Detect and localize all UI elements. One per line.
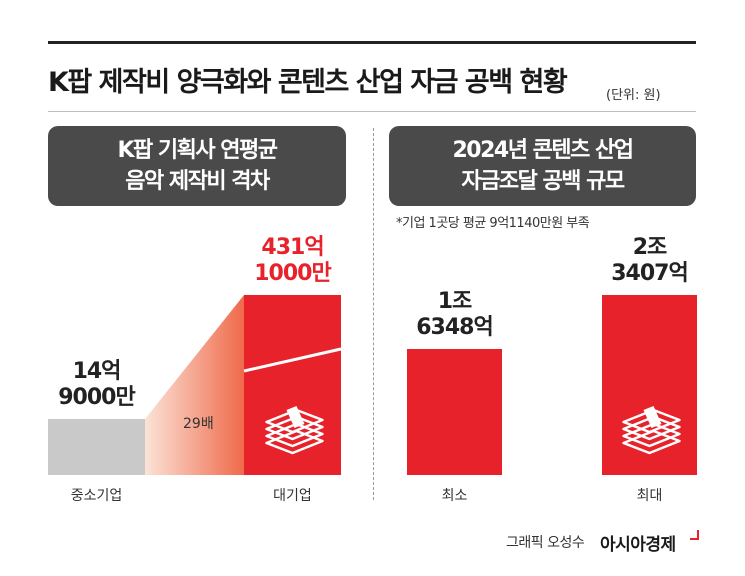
unit-label: (단위: 원) (606, 88, 661, 103)
category-label-large-company: 대기업 (273, 488, 312, 504)
value-label-line2: 3407억 (611, 261, 688, 286)
right-panel-header: 2024년 콘텐츠 산업 자금조달 공백 규모 (389, 126, 696, 206)
value-label-line1: 14억 (72, 359, 122, 384)
category-label-maximum: 최대 (636, 488, 663, 504)
bar-sme (48, 419, 145, 475)
brand-logo: 아시아경제 (600, 535, 676, 555)
money-stack-icon (265, 406, 324, 455)
graphic-credit: 그래픽 오성수 (506, 535, 585, 551)
value-label-minimum: 1조 6348억 (407, 289, 502, 341)
multiplier-label: 29배 (183, 416, 214, 432)
left-panel-header: K팝 기획사 연평균 음악 제작비 격차 (48, 126, 346, 206)
value-label-line1: 2조 (632, 235, 668, 260)
title-underline (48, 111, 696, 112)
value-label-line2: 1000만 (254, 261, 331, 286)
value-label-line1: 1조 (437, 289, 473, 315)
value-label-large-company: 431억 1000만 (244, 235, 341, 287)
category-label-sme: 중소기업 (70, 488, 123, 504)
left-panel-line1: K팝 기획사 연평균 (117, 138, 278, 163)
right-panel-line1: 2024년 콘텐츠 산업 (452, 138, 635, 163)
value-label-line2: 6348억 (416, 315, 493, 341)
right-panel-line2: 자금조달 공백 규모 (461, 169, 625, 194)
category-label-minimum: 최소 (441, 488, 468, 504)
title-rule (48, 41, 696, 44)
left-panel-line2: 음악 제작비 격차 (125, 169, 270, 194)
value-label-sme: 14억 9000만 (48, 359, 145, 411)
value-label-maximum: 2조 3407억 (602, 235, 697, 287)
page-title: K팝 제작비 양극화와 콘텐츠 산업 자금 공백 현황 (48, 67, 568, 98)
brand-mark-icon (690, 530, 699, 540)
money-stack-icon (622, 406, 681, 455)
footnote: *기업 1곳당 평균 9억1140만원 부족 (396, 216, 590, 231)
bar-minimum (407, 349, 502, 475)
value-label-line2: 9000만 (58, 385, 135, 410)
section-divider (373, 128, 374, 500)
value-label-line1: 431억 (261, 235, 324, 260)
